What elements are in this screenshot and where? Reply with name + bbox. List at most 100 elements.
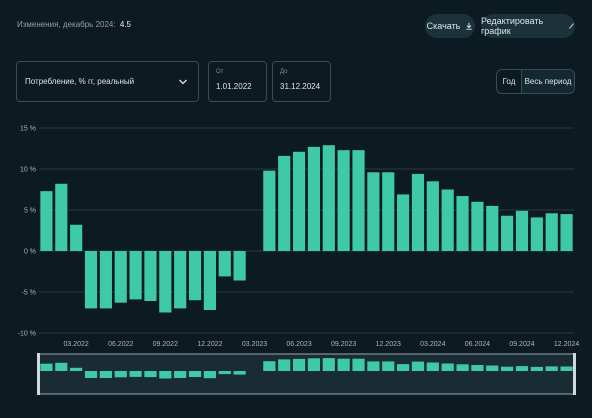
navigator-bar: [411, 361, 425, 371]
bar: [486, 205, 499, 251]
navigator-bar: [501, 366, 514, 371]
date-to-field[interactable]: До 31.12.2024: [272, 61, 331, 102]
bar: [159, 251, 172, 313]
navigator-bar: [218, 371, 231, 375]
y-tick-label: 5 %: [24, 208, 36, 215]
download-icon: [466, 22, 473, 30]
bar: [233, 251, 246, 281]
navigator-bar: [560, 366, 573, 371]
x-tick-label: 06.2024: [465, 341, 490, 348]
navigator-bar: [188, 371, 202, 377]
x-tick-label: 09.2022: [153, 341, 178, 348]
navigator-bar: [397, 364, 410, 371]
download-button[interactable]: Скачать: [425, 14, 475, 38]
bar: [426, 181, 439, 251]
period-year-button[interactable]: Год: [497, 70, 522, 93]
navigator-bar: [159, 371, 172, 379]
navigator-bar: [530, 366, 543, 371]
bar: [114, 251, 127, 303]
navigator-bar: [55, 362, 68, 371]
date-from-label: От: [216, 69, 224, 75]
download-button-label: Скачать: [426, 21, 461, 31]
date-from-field[interactable]: От 1.01.2022: [208, 61, 267, 102]
navigator-left-handle[interactable]: [37, 353, 40, 395]
bar: [515, 210, 529, 251]
navigator-bar: [471, 365, 484, 371]
indicator-select-value: Потребление, % гг, реальный: [25, 77, 135, 86]
x-tick-label: 03.2023: [242, 341, 267, 348]
navigator-bar: [426, 362, 439, 371]
navigator-bar: [545, 366, 558, 371]
x-tick-label: 09.2023: [331, 341, 356, 348]
navigator-bar: [144, 371, 157, 378]
navigator-bar: [486, 365, 499, 371]
x-tick-label: 09.2024: [509, 341, 534, 348]
navigator-bar: [382, 361, 395, 371]
chart-grid: [39, 127, 574, 334]
x-tick-label: 03.2024: [420, 341, 445, 348]
indicator-select[interactable]: Потребление, % гг, реальный: [16, 61, 199, 102]
bar: [174, 251, 187, 309]
x-tick-label: 12.2023: [376, 341, 401, 348]
x-tick-label: 12.2022: [197, 341, 222, 348]
bar: [99, 251, 112, 309]
x-tick-label: 12.2024: [554, 341, 579, 348]
bar: [352, 150, 365, 251]
x-tick-label: 03.2022: [63, 341, 88, 348]
change-summary-label: Изменения, декабрь 2024:: [17, 20, 116, 29]
period-all-button[interactable]: Весь период: [522, 70, 574, 93]
bar: [188, 251, 202, 301]
y-tick-label: 0 %: [24, 249, 36, 256]
bar: [441, 189, 454, 251]
y-axis: 15 % 10 % 5 % 0 % -5 % -10 %: [18, 126, 36, 338]
navigator-bar: [174, 371, 187, 378]
navigator-bar: [203, 371, 216, 379]
bar: [397, 194, 410, 251]
bar: [144, 251, 157, 302]
navigator-bar: [84, 371, 98, 378]
navigator-right-handle[interactable]: [573, 353, 576, 395]
bar: [322, 145, 335, 251]
navigator-bar: [352, 358, 365, 371]
bar: [70, 224, 83, 251]
bar: [456, 196, 469, 251]
range-navigator[interactable]: [37, 353, 576, 395]
y-tick-label: 15 %: [20, 126, 36, 133]
bar: [292, 151, 306, 251]
navigator-bar: [114, 371, 127, 378]
bar: [560, 214, 573, 251]
navigator-bar: [129, 371, 142, 377]
bar: [382, 172, 395, 251]
chevron-down-icon: [179, 79, 187, 85]
bar: [84, 251, 98, 309]
bar: [367, 172, 380, 251]
bar: [218, 251, 231, 277]
edit-chart-button-label: Редактировать график: [481, 16, 544, 36]
navigator-bar: [278, 359, 291, 371]
bar: [55, 183, 68, 251]
bar: [307, 146, 321, 251]
date-to-value: 31.12.2024: [280, 82, 321, 91]
navigator-bar: [441, 363, 454, 371]
bar: [530, 217, 543, 251]
navigator-bar: [263, 361, 276, 371]
bar: [278, 155, 291, 251]
change-summary-value: 4.5: [119, 20, 131, 29]
bars: [40, 145, 573, 313]
navigator-bar: [99, 371, 112, 378]
navigator-bar: [456, 364, 469, 371]
y-tick-label: -5 %: [22, 290, 36, 297]
navigator-bar: [307, 358, 321, 371]
navigator-bar: [70, 367, 83, 371]
x-tick-label: 06.2022: [108, 341, 133, 348]
navigator-window[interactable]: [38, 353, 575, 395]
navigator-bar: [40, 363, 53, 371]
bar: [545, 213, 558, 251]
edit-chart-button[interactable]: Редактировать график: [481, 14, 575, 38]
navigator-bar: [292, 358, 306, 371]
bar: [411, 173, 425, 251]
date-to-label: До: [280, 69, 288, 75]
bar: [471, 201, 484, 251]
bar: [203, 251, 216, 311]
